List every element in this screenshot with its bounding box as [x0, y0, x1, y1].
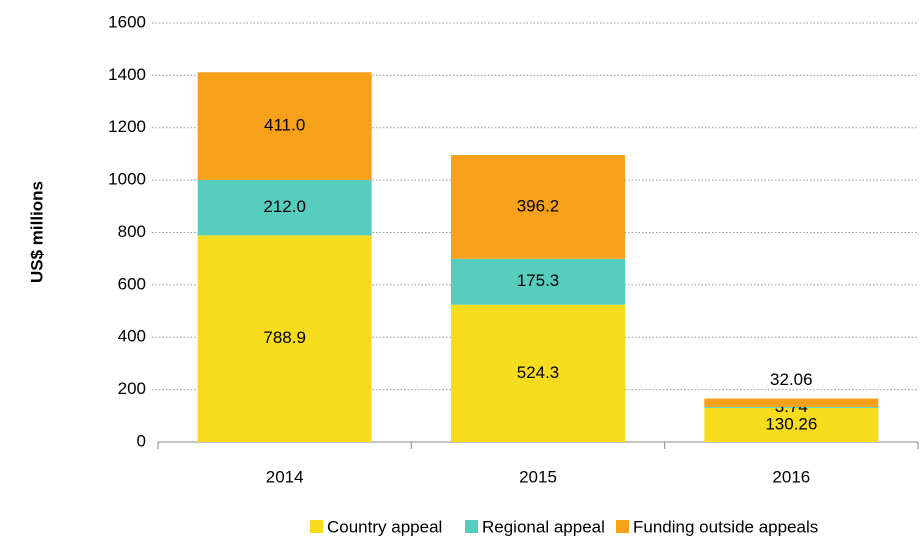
legend-label: Regional appeal	[482, 517, 605, 536]
legend-swatch	[310, 520, 323, 533]
bar-segment	[704, 406, 879, 408]
value-label: 788.9	[263, 328, 306, 347]
value-label: 32.06	[770, 370, 813, 389]
value-label: 524.3	[517, 363, 560, 382]
y-tick-label: 1400	[108, 65, 146, 84]
x-tick-label: 2016	[772, 467, 810, 486]
y-tick-label: 400	[118, 327, 146, 346]
bar-segment	[197, 72, 372, 180]
legend-label: Country appeal	[327, 517, 442, 536]
y-tick-label: 1200	[108, 117, 146, 136]
bar-segment	[197, 235, 372, 442]
legend-label: Funding outside appeals	[633, 517, 818, 536]
y-axis-label: US$ millions	[27, 181, 46, 283]
bar-segment	[704, 398, 879, 407]
value-label: 411.0	[264, 116, 305, 135]
bar-segment	[450, 155, 626, 259]
bar-segment	[704, 407, 879, 442]
bar-segment	[450, 258, 626, 305]
y-tick-label: 0	[137, 431, 146, 450]
y-tick-label: 600	[118, 274, 146, 293]
value-label: 130.26	[765, 414, 817, 433]
value-label: 175.3	[517, 271, 560, 290]
y-tick-label: 200	[118, 379, 146, 398]
bar-segment	[450, 304, 626, 442]
value-label: 396.2	[517, 196, 560, 215]
value-label: 212.0	[263, 197, 306, 216]
bar-segment	[197, 179, 372, 236]
x-tick-label: 2014	[266, 467, 304, 486]
y-tick-label: 1600	[108, 12, 146, 31]
x-tick-label: 2015	[519, 467, 557, 486]
legend-swatch	[465, 520, 478, 533]
legend-swatch	[616, 520, 629, 533]
y-tick-label: 1000	[108, 170, 146, 189]
y-tick-label: 800	[118, 222, 146, 241]
